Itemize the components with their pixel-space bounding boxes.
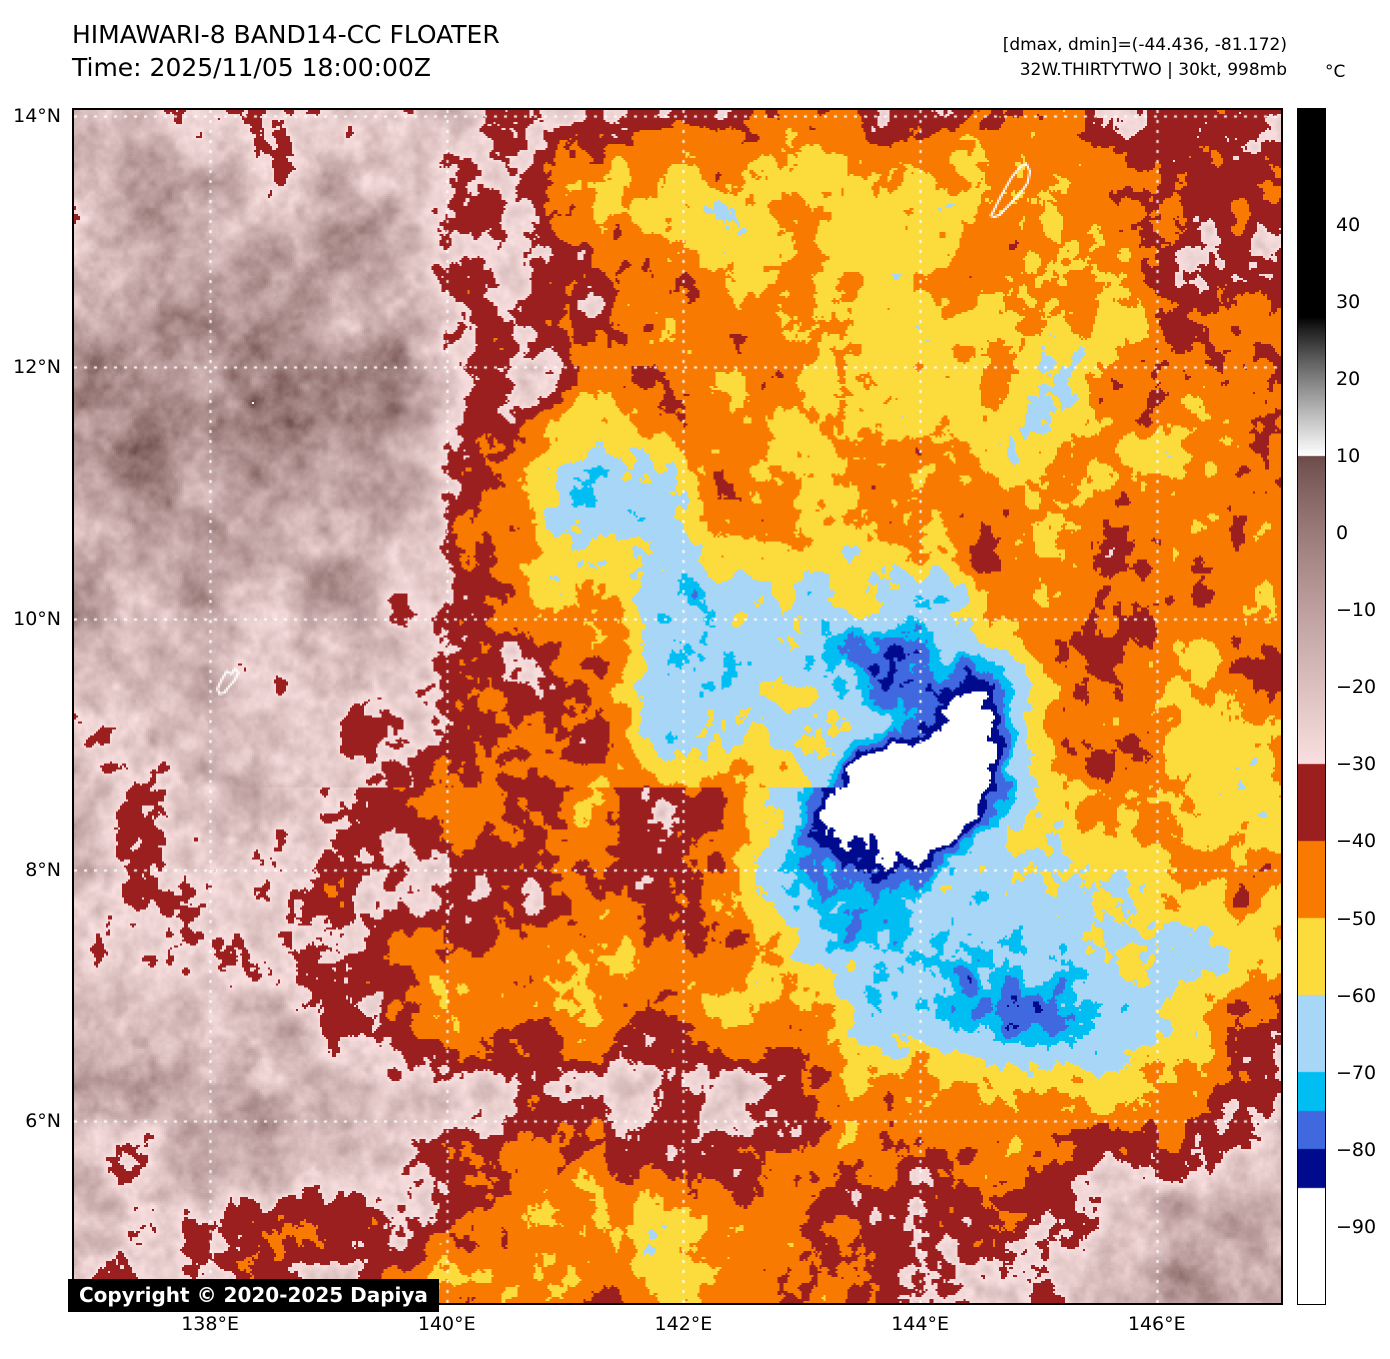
colorbar-tick-label: −10 — [1336, 599, 1377, 622]
dmax-dmin-label: [dmax, dmin]=(-44.436, -81.172) — [1002, 35, 1287, 55]
timestamp-label: Time: 2025/11/05 18:00:00Z — [72, 53, 431, 82]
colorbar-tick-label: −20 — [1336, 676, 1377, 699]
colorbar[interactable] — [1297, 108, 1326, 1305]
lat-tick-label: 12°N — [13, 356, 61, 379]
lon-tick-label: 142°E — [654, 1313, 713, 1335]
lat-tick-label: 8°N — [25, 858, 61, 881]
product-title: HIMAWARI-8 BAND14-CC FLOATER — [72, 20, 500, 49]
lon-tick-label: 144°E — [891, 1313, 949, 1335]
satellite-map-panel[interactable] — [72, 108, 1283, 1305]
lon-tick-label: 138°E — [181, 1313, 239, 1335]
colorbar-tick-label: 20 — [1336, 367, 1361, 390]
storm-info-label: 32W.THIRTYTWO | 30kt, 998mb — [1019, 59, 1287, 80]
page-title: HIMAWARI-8 BAND14-CC FLOATER Time: 2025/… — [72, 18, 500, 84]
lat-tick-label: 6°N — [25, 1109, 61, 1132]
lon-tick-label: 146°E — [1127, 1313, 1186, 1335]
colorbar-tick-label: 30 — [1336, 290, 1361, 313]
metadata-block: [dmax, dmin]=(-44.436, -81.172) 32W.THIR… — [1003, 33, 1287, 82]
satellite-ir-imagery — [74, 110, 1281, 1303]
colorbar-tick-label: 0 — [1336, 522, 1349, 545]
lat-tick-label: 14°N — [13, 105, 61, 128]
colorbar-gradient — [1298, 109, 1325, 1304]
colorbar-tick-label: −90 — [1336, 1215, 1377, 1238]
lat-tick-label: 10°N — [13, 607, 61, 630]
colorbar-unit-label: °C — [1325, 62, 1346, 82]
colorbar-tick-label: −60 — [1336, 984, 1377, 1007]
lon-tick-label: 140°E — [417, 1313, 476, 1335]
colorbar-tick-label: −30 — [1336, 753, 1377, 776]
colorbar-tick-label: −40 — [1336, 830, 1377, 853]
colorbar-tick-label: −50 — [1336, 907, 1377, 930]
colorbar-tick-label: 40 — [1336, 213, 1361, 236]
colorbar-tick-label: −80 — [1336, 1138, 1377, 1161]
colorbar-tick-label: 10 — [1336, 444, 1361, 467]
copyright-banner: Copyright © 2020-2025 Dapiya — [68, 1279, 439, 1312]
colorbar-tick-label: −70 — [1336, 1061, 1377, 1084]
